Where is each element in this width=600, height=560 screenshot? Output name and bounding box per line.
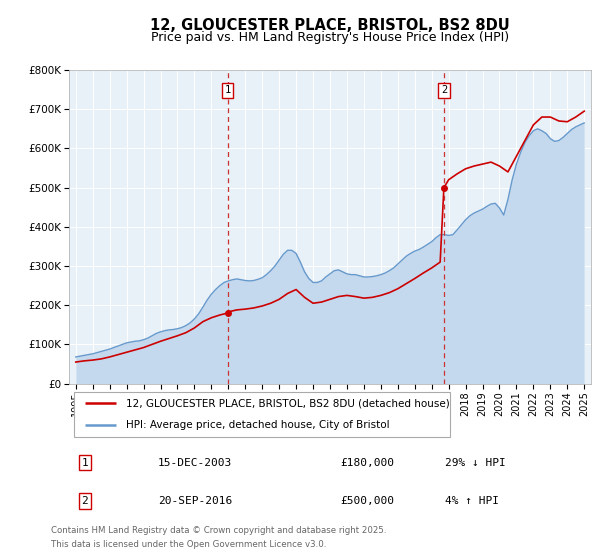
Text: £500,000: £500,000 [340, 496, 394, 506]
Text: 15-DEC-2003: 15-DEC-2003 [158, 458, 232, 468]
Text: £180,000: £180,000 [340, 458, 394, 468]
Text: 1: 1 [224, 85, 231, 95]
Text: 1: 1 [81, 458, 88, 468]
Text: Contains HM Land Registry data © Crown copyright and database right 2025.
This d: Contains HM Land Registry data © Crown c… [51, 526, 386, 549]
Text: 12, GLOUCESTER PLACE, BRISTOL, BS2 8DU: 12, GLOUCESTER PLACE, BRISTOL, BS2 8DU [150, 18, 510, 32]
Text: Price paid vs. HM Land Registry's House Price Index (HPI): Price paid vs. HM Land Registry's House … [151, 31, 509, 44]
FancyBboxPatch shape [74, 392, 450, 437]
Text: 2: 2 [81, 496, 88, 506]
Text: 20-SEP-2016: 20-SEP-2016 [158, 496, 232, 506]
Text: HPI: Average price, detached house, City of Bristol: HPI: Average price, detached house, City… [127, 421, 390, 431]
Text: 29% ↓ HPI: 29% ↓ HPI [445, 458, 506, 468]
Text: 12, GLOUCESTER PLACE, BRISTOL, BS2 8DU (detached house): 12, GLOUCESTER PLACE, BRISTOL, BS2 8DU (… [127, 398, 450, 408]
Text: 4% ↑ HPI: 4% ↑ HPI [445, 496, 499, 506]
Text: 2: 2 [441, 85, 447, 95]
